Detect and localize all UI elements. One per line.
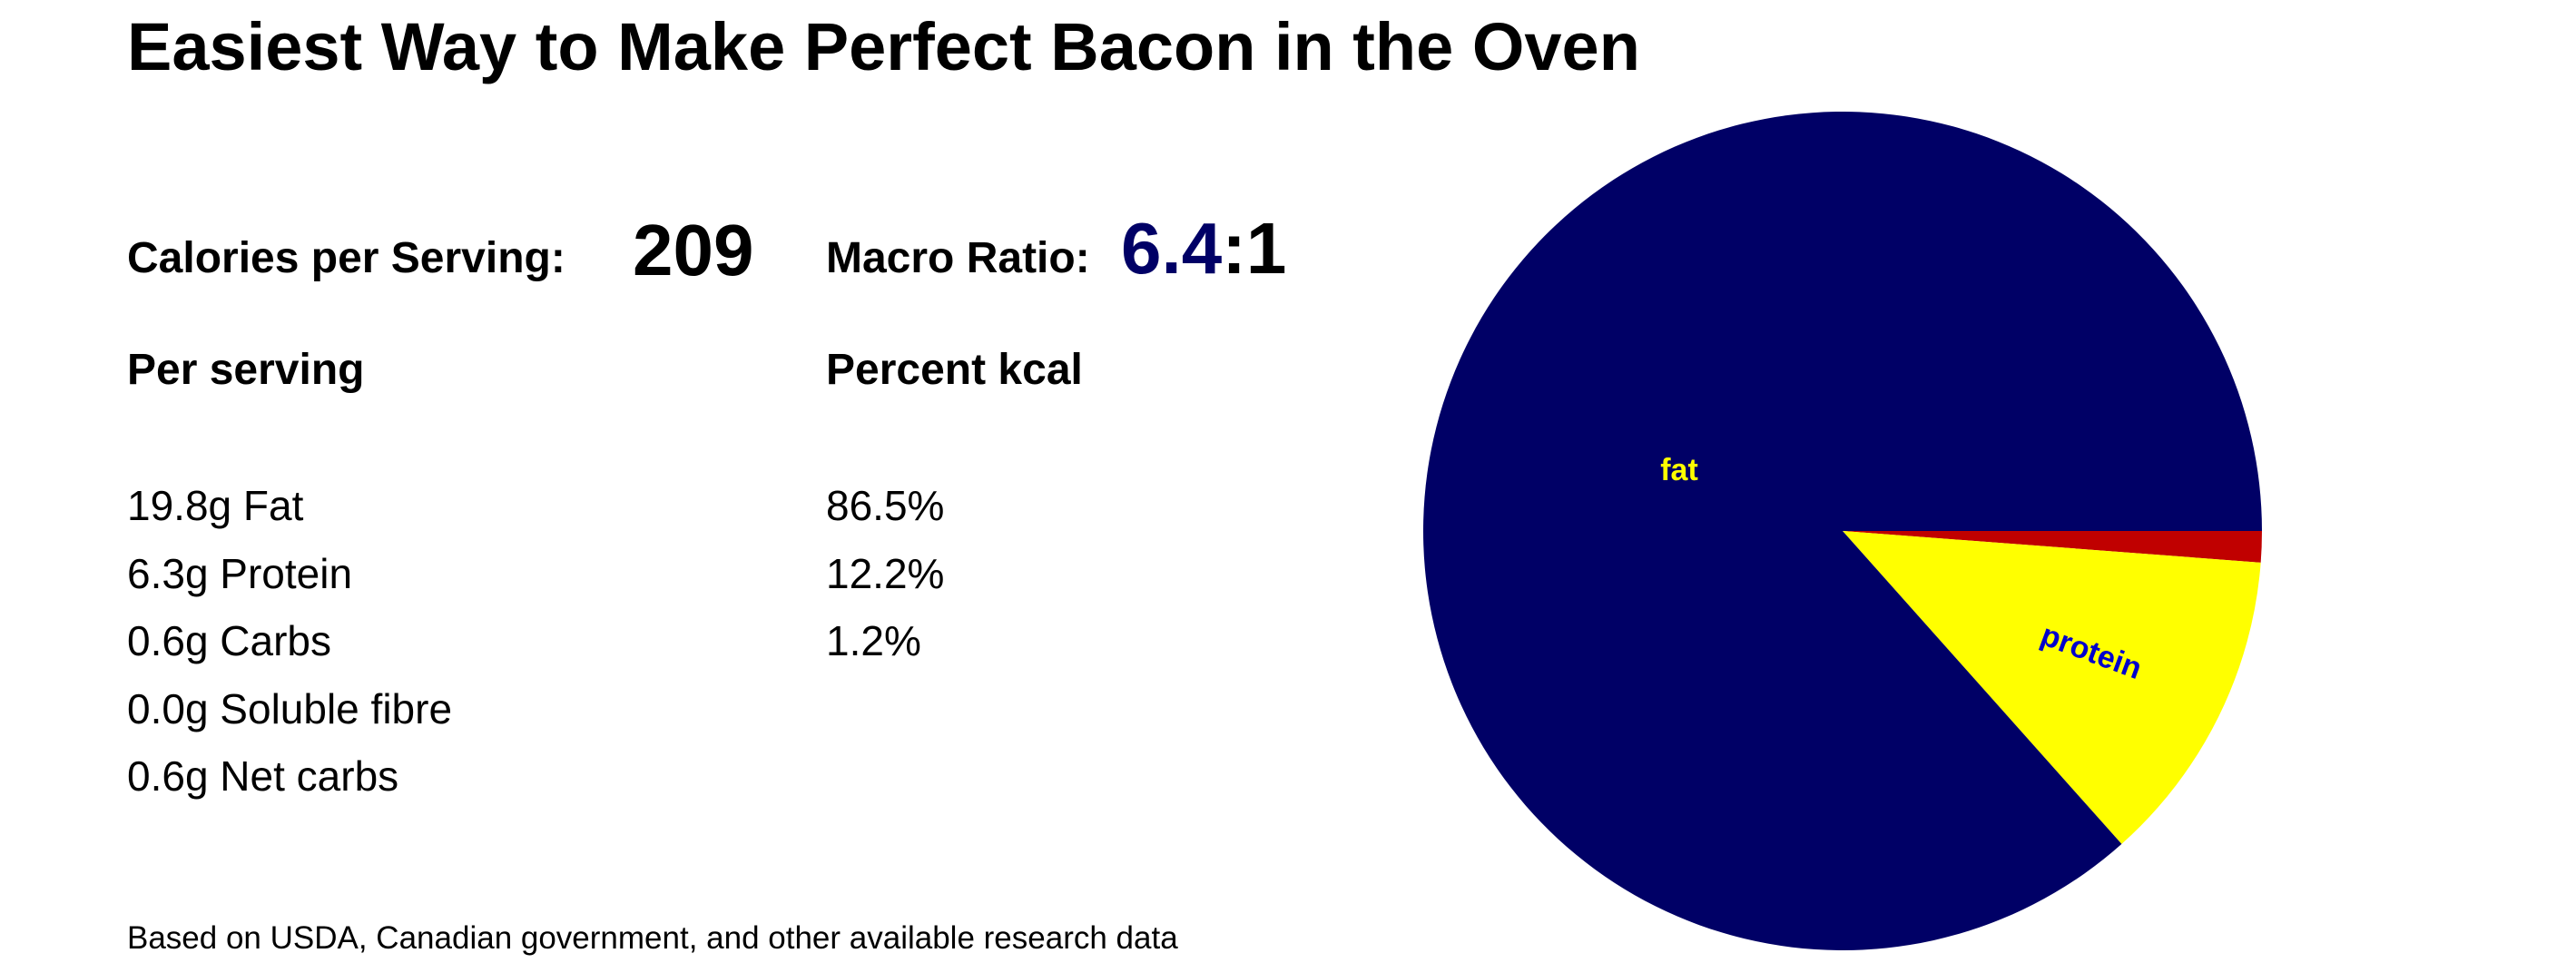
pie-label-fat: fat [1660,453,1698,487]
percent-protein: 12.2% [826,549,945,597]
macro-ratio-value: 6.4:1 [1121,205,1286,292]
macro-ratio-suffix: :1 [1222,208,1287,289]
nutrient-carbs: 0.6g Carbs [127,617,332,664]
per-serving-header: Per serving [127,346,365,394]
percent-fat: 86.5% [826,482,945,529]
percent-list: 86.5% 12.2% 1.2% [826,472,944,675]
calories-label: Calories per Serving: [127,234,565,282]
calories-value: 209 [633,210,754,290]
pie-slice-carbs [1843,531,2262,563]
percent-carbs: 1.2% [826,617,921,664]
nutrient-protein: 6.3g Protein [127,549,353,597]
percent-kcal-header: Percent kcal [826,346,1083,394]
pie-slice-fat [1423,112,2262,950]
nutrient-list: 19.8g Fat 6.3g Protein 0.6g Carbs 0.0g S… [127,472,452,811]
source-note: Based on USDA, Canadian government, and … [127,920,1178,956]
nutrient-fat: 19.8g Fat [127,482,304,529]
nutrient-soluble-fibre: 0.0g Soluble fibre [127,684,453,732]
pie-slice-protein [1843,531,2261,844]
nutrient-net-carbs: 0.6g Net carbs [127,752,399,800]
macro-ratio-number: 6.4 [1121,208,1223,289]
macro-ratio-label: Macro Ratio: [826,234,1090,282]
page-title: Easiest Way to Make Perfect Bacon in the… [127,9,1640,84]
